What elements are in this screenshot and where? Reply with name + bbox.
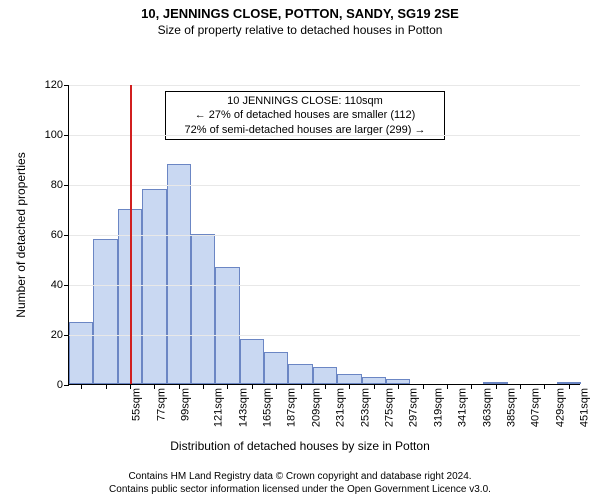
gridline-h	[69, 185, 580, 186]
gridline-h	[69, 85, 580, 86]
x-tick-label: 363sqm	[481, 388, 493, 427]
x-tick-mark	[349, 384, 350, 389]
histogram-bar	[191, 234, 215, 384]
y-tick-label: 100	[45, 129, 63, 141]
x-tick-mark	[423, 384, 424, 389]
chart-title-sub: Size of property relative to detached ho…	[0, 21, 600, 39]
x-tick-label: 143sqm	[237, 388, 249, 427]
histogram-bar	[142, 189, 166, 384]
x-tick-mark	[301, 384, 302, 389]
histogram-bar	[362, 377, 386, 385]
x-tick-mark	[154, 384, 155, 389]
x-tick-mark	[325, 384, 326, 389]
x-tick-mark	[252, 384, 253, 389]
x-tick-label: 121sqm	[213, 388, 225, 427]
x-tick-mark	[276, 384, 277, 389]
x-tick-mark	[447, 384, 448, 389]
chart-annotation: 10 JENNINGS CLOSE: 110sqm← 27% of detach…	[165, 91, 445, 140]
gridline-h	[69, 285, 580, 286]
x-tick-mark	[81, 384, 82, 389]
annotation-line: 10 JENNINGS CLOSE: 110sqm	[172, 94, 438, 108]
y-tick-mark	[64, 135, 69, 136]
y-tick-mark	[64, 85, 69, 86]
histogram-bar	[167, 164, 191, 384]
x-tick-label: 165sqm	[262, 388, 274, 427]
x-tick-label: 231sqm	[335, 388, 347, 427]
x-tick-mark	[179, 384, 180, 389]
x-axis-label: Distribution of detached houses by size …	[0, 439, 600, 453]
gridline-h	[69, 235, 580, 236]
y-axis-label: Number of detached properties	[14, 152, 28, 317]
gridline-h	[69, 135, 580, 136]
footer-line-1: Contains HM Land Registry data © Crown c…	[0, 471, 600, 484]
y-tick-label: 120	[45, 79, 63, 91]
footer-line-2: Contains public sector information licen…	[0, 484, 600, 497]
y-tick-mark	[64, 235, 69, 236]
histogram-bar	[337, 374, 361, 384]
gridline-h	[69, 335, 580, 336]
x-tick-mark	[227, 384, 228, 389]
x-tick-label: 341sqm	[457, 388, 469, 427]
x-tick-label: 451sqm	[579, 388, 591, 427]
x-tick-label: 385sqm	[506, 388, 518, 427]
y-tick-mark	[64, 335, 69, 336]
y-tick-mark	[64, 385, 69, 386]
x-tick-mark	[520, 384, 521, 389]
x-tick-label: 429sqm	[554, 388, 566, 427]
x-tick-mark	[106, 384, 107, 389]
x-tick-label: 187sqm	[286, 388, 298, 427]
x-tick-label: 209sqm	[311, 388, 323, 427]
y-tick-mark	[64, 285, 69, 286]
x-tick-label: 77sqm	[155, 388, 167, 421]
histogram-bar	[69, 322, 93, 385]
chart-footer: Contains HM Land Registry data © Crown c…	[0, 471, 600, 496]
reference-line	[130, 85, 132, 384]
y-tick-label: 40	[51, 279, 63, 291]
chart-title-main: 10, JENNINGS CLOSE, POTTON, SANDY, SG19 …	[0, 0, 600, 21]
histogram-bar	[240, 339, 264, 384]
y-tick-label: 20	[51, 329, 63, 341]
histogram-bar	[264, 352, 288, 385]
x-tick-mark	[130, 384, 131, 389]
x-tick-label: 275sqm	[384, 388, 396, 427]
x-tick-mark	[569, 384, 570, 389]
y-tick-label: 60	[51, 229, 63, 241]
x-tick-label: 253sqm	[359, 388, 371, 427]
x-tick-label: 99sqm	[179, 388, 191, 421]
x-tick-mark	[496, 384, 497, 389]
x-tick-mark	[471, 384, 472, 389]
y-tick-mark	[64, 185, 69, 186]
x-tick-label: 55sqm	[131, 388, 143, 421]
histogram-bar	[313, 367, 337, 385]
chart-area: Number of detached properties 10 JENNING…	[0, 39, 600, 449]
y-tick-label: 80	[51, 179, 63, 191]
y-tick-label: 0	[57, 379, 63, 391]
histogram-bar	[93, 239, 117, 384]
x-tick-label: 297sqm	[408, 388, 420, 427]
x-tick-mark	[398, 384, 399, 389]
annotation-line: ← 27% of detached houses are smaller (11…	[172, 108, 438, 122]
x-tick-mark	[544, 384, 545, 389]
histogram-bar	[288, 364, 312, 384]
x-tick-mark	[374, 384, 375, 389]
x-tick-mark	[203, 384, 204, 389]
plot-box: Number of detached properties 10 JENNING…	[68, 85, 580, 385]
x-tick-label: 319sqm	[432, 388, 444, 427]
x-tick-label: 407sqm	[530, 388, 542, 427]
